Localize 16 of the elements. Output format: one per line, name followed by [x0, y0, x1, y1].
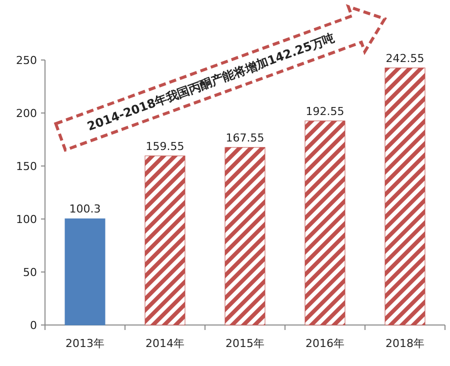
data-label: 167.55 — [226, 131, 264, 144]
y-tick-label: 50 — [23, 266, 37, 279]
data-label: 242.55 — [386, 52, 424, 65]
y-tick-label: 200 — [16, 107, 37, 120]
x-tick-label: 2013年 — [66, 337, 104, 350]
y-tick-label: 100 — [16, 213, 37, 226]
y-tick-label: 250 — [16, 54, 37, 67]
y-tick-label: 0 — [30, 319, 37, 332]
data-label: 159.55 — [146, 140, 184, 153]
x-tick-label: 2015年 — [226, 337, 264, 350]
data-label: 192.55 — [306, 104, 344, 118]
y-tick-label: 150 — [16, 160, 37, 173]
x-tick-label: 2018年 — [386, 337, 424, 350]
x-tick-label: 2016年 — [306, 337, 344, 350]
data-label: 100.3 — [69, 202, 101, 216]
x-tick-label: 2014年 — [146, 337, 184, 350]
